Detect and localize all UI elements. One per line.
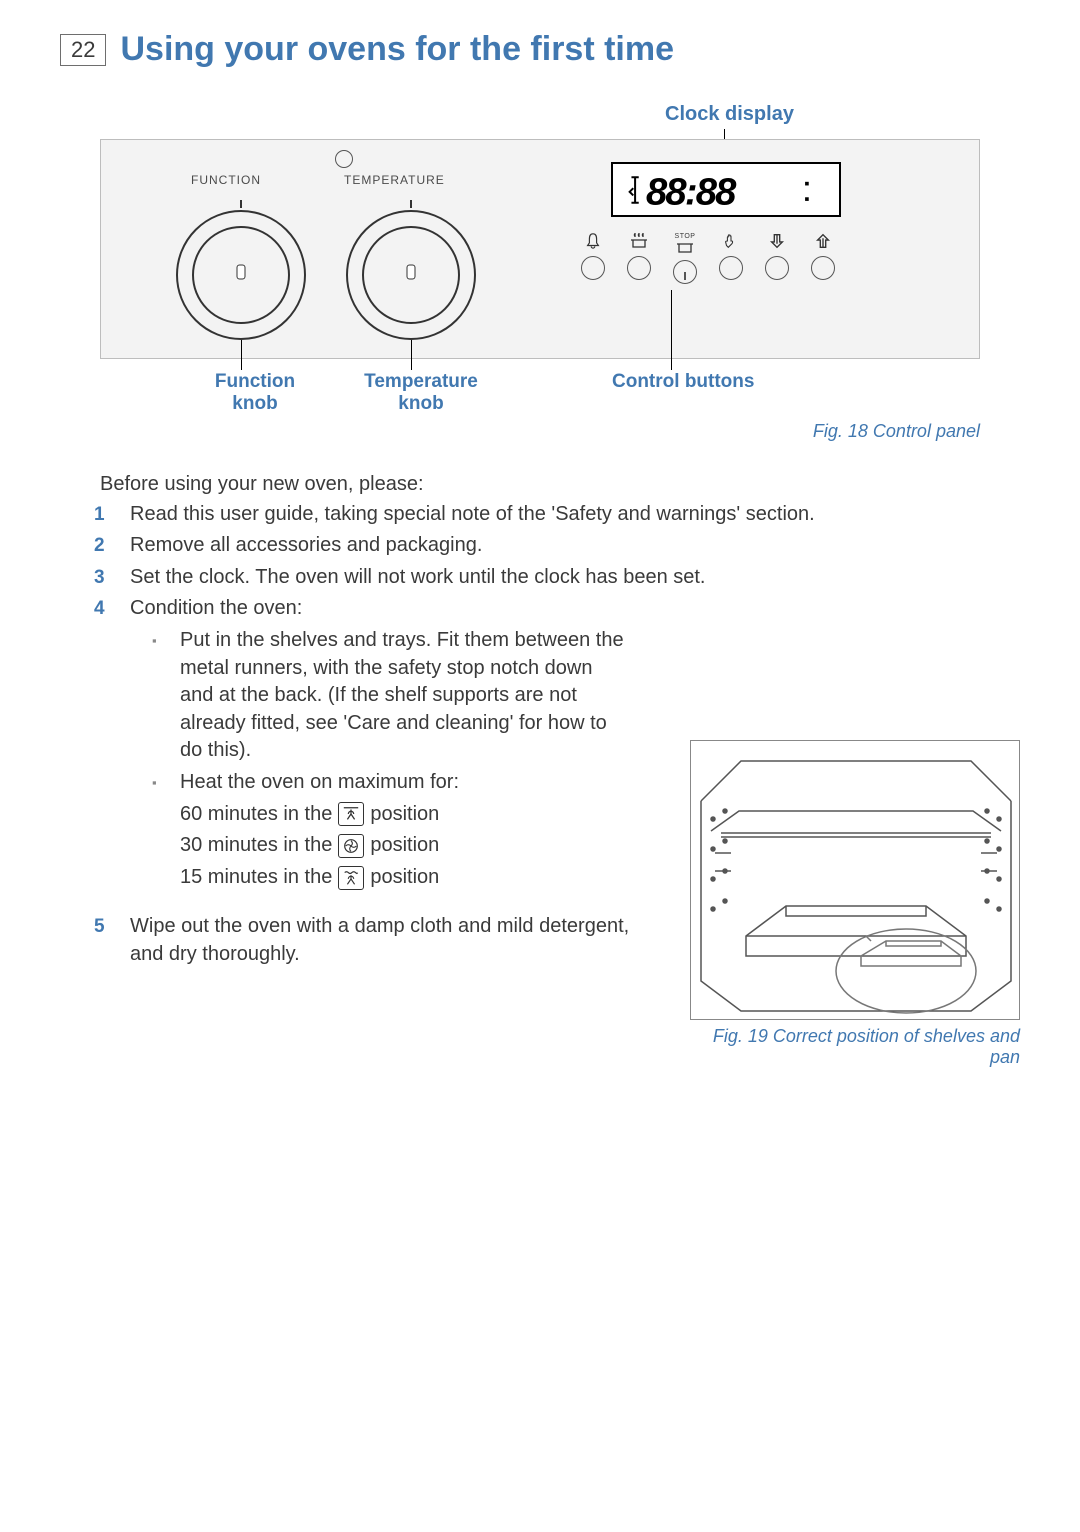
temperature-label: TEMPERATURE — [344, 173, 445, 187]
step-2: Remove all accessories and packaging. — [100, 532, 1020, 560]
stop-icon: STOP — [675, 232, 695, 254]
fanbake-icon — [338, 802, 364, 826]
function-knob — [176, 210, 306, 340]
clock-display: 88:88 — [611, 162, 841, 217]
down-button — [765, 232, 789, 284]
step4-sub1: Put in the shelves and trays. Fit them b… — [156, 627, 626, 765]
fanforced-icon — [338, 834, 364, 858]
up-arrow-icon — [813, 232, 833, 250]
temperature-knob — [346, 210, 476, 340]
temperature-knob-annotation: Temperatureknob — [346, 371, 496, 415]
bell-icon — [583, 232, 603, 250]
control-buttons-row: STOP — [581, 232, 835, 284]
pos-15min: 15 minutes in the position — [156, 864, 626, 892]
down-arrow-icon — [767, 232, 787, 250]
up-button — [811, 232, 835, 284]
grill-icon — [338, 866, 364, 890]
pos-30min: 30 minutes in the position — [156, 832, 626, 860]
function-knob-annotation: Functionknob — [190, 371, 320, 415]
pos-60min: 60 minutes in the position — [156, 801, 626, 829]
page-number: 22 — [60, 34, 106, 66]
tp-leader-line — [411, 340, 412, 370]
fig19-caption: Fig. 19 Correct position of shelves and … — [690, 1026, 1020, 1068]
step-5: Wipe out the oven with a damp cloth and … — [100, 913, 640, 968]
function-label: FUNCTION — [191, 173, 261, 187]
intro-text: Before using your new oven, please: — [100, 471, 1020, 499]
step-3: Set the clock. The oven will not work un… — [100, 564, 1020, 592]
page-title: Using your ovens for the first time — [120, 30, 674, 69]
indicator-light — [335, 150, 353, 168]
manual-button — [719, 232, 743, 284]
hand-icon — [721, 232, 741, 250]
stop-button: STOP — [673, 232, 697, 284]
fig18-caption: Fig. 18 Control panel — [813, 421, 980, 442]
control-panel-diagram: FUNCTION TEMPERATURE 88:88 — [100, 139, 980, 359]
alarm-button — [581, 232, 605, 284]
pot-icon — [629, 232, 649, 250]
page-header: 22 Using your ovens for the first time — [60, 30, 1020, 69]
step-1: Read this user guide, taking special not… — [100, 501, 1020, 529]
cb-leader-line — [671, 290, 672, 370]
cooking-button — [627, 232, 651, 284]
clock-display-annotation: Clock display — [665, 103, 794, 126]
fig19-block: Fig. 19 Correct position of shelves and … — [690, 740, 1020, 1068]
step4-sub2: Heat the oven on maximum for: — [156, 769, 626, 797]
control-panel-figure: Clock display FUNCTION TEMPERATURE 88:88 — [100, 139, 980, 431]
fn-leader-line — [241, 340, 242, 370]
control-buttons-annotation: Control buttons — [612, 371, 754, 393]
svg-text:88:88: 88:88 — [646, 170, 737, 211]
fig19-diagram — [690, 740, 1020, 1020]
